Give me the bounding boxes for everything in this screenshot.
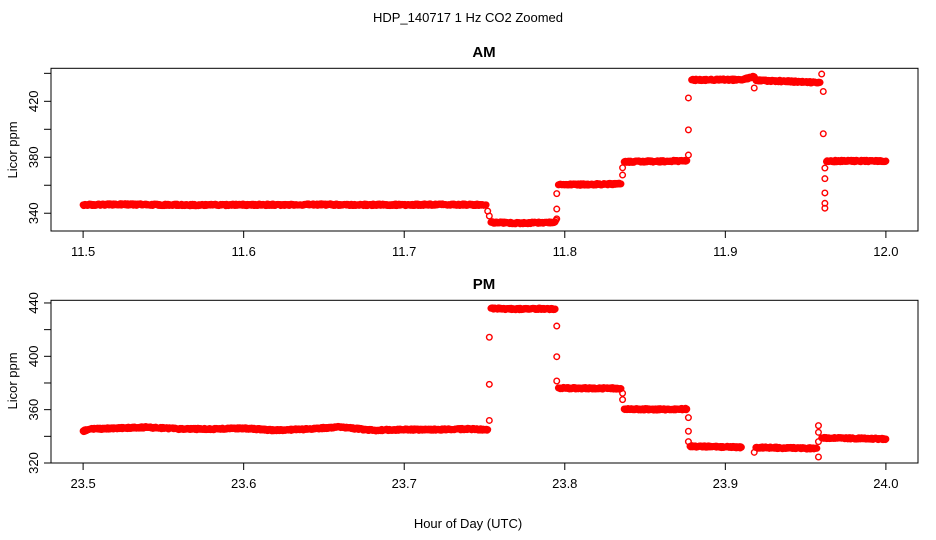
data-point [684, 427, 692, 435]
x-axis-label: Hour of Day (UTC) [414, 516, 522, 531]
data-point [619, 396, 627, 404]
data-point [821, 189, 829, 197]
data-point [553, 377, 561, 385]
data-point [819, 88, 827, 96]
data-point [619, 164, 627, 172]
x-tick-label: 11.8 [553, 244, 577, 259]
x-tick-label: 23.6 [231, 476, 256, 491]
data-point [821, 199, 829, 207]
data-point [821, 204, 829, 212]
data-point [821, 175, 829, 183]
y-tick-label: 440 [26, 292, 41, 314]
data-point [882, 435, 890, 443]
data-point [553, 215, 561, 223]
data-point [816, 78, 824, 86]
data-point [553, 190, 561, 198]
panel-pm: PM Licor ppm 23.5 23.6 23.7 23.8 23.9 24.0 320… [5, 276, 919, 491]
data-point [619, 171, 627, 179]
y-tick-label: 380 [26, 146, 41, 168]
data-point [814, 428, 822, 436]
y-axis-label-pm: Licor ppm [5, 352, 20, 409]
x-tick-label: 11.6 [231, 244, 255, 259]
data-point [617, 180, 625, 188]
data-point [485, 212, 493, 220]
data-point [814, 453, 822, 461]
data-point [684, 414, 692, 422]
data-point [737, 443, 745, 451]
x-tick-label: 11.7 [392, 244, 416, 259]
data-point [485, 380, 493, 388]
data-point [551, 305, 559, 313]
data-point [485, 333, 493, 341]
data-point [814, 422, 822, 430]
x-tick-label: 23.9 [713, 476, 738, 491]
y-axis-label-am: Licor ppm [5, 121, 20, 178]
plot-frame [50, 299, 919, 464]
data-point [553, 353, 561, 361]
data-point [821, 164, 829, 172]
y-tick-label: 320 [26, 452, 41, 474]
data-point [750, 84, 758, 92]
data-point [683, 405, 691, 413]
data-point [553, 322, 561, 330]
x-tick-label: 11.9 [713, 244, 737, 259]
data-point [553, 205, 561, 213]
panel-title-pm: PM [473, 276, 496, 293]
data-points [79, 304, 890, 461]
data-points [79, 70, 890, 228]
x-tick-label: 24.0 [873, 476, 898, 491]
x-tick-label: 11.5 [71, 244, 95, 259]
data-point [482, 201, 490, 209]
data-point [819, 130, 827, 138]
x-tick-label: 23.8 [552, 476, 577, 491]
data-point [813, 444, 821, 452]
data-point [484, 426, 492, 434]
data-point [684, 126, 692, 134]
panel-title-am: AM [472, 44, 495, 61]
data-point [818, 70, 826, 78]
data-point [619, 389, 627, 397]
data-point [882, 157, 890, 165]
x-tick-label: 12.0 [873, 244, 898, 259]
y-tick-label: 420 [26, 90, 41, 112]
y-tick-label: 400 [26, 345, 41, 367]
figure-title: HDP_140717 1 Hz CO2 Zoomed [373, 10, 563, 25]
data-point [684, 94, 692, 102]
panel-am: AM Licor ppm 11.5 11.6 11.7 11.8 11.9 12.0 340… [5, 44, 919, 259]
y-tick-label: 360 [26, 399, 41, 421]
y-tick-label: 340 [26, 202, 41, 224]
x-tick-label: 23.5 [70, 476, 95, 491]
data-point [684, 151, 692, 159]
data-point [485, 416, 493, 424]
x-tick-label: 23.7 [392, 476, 417, 491]
